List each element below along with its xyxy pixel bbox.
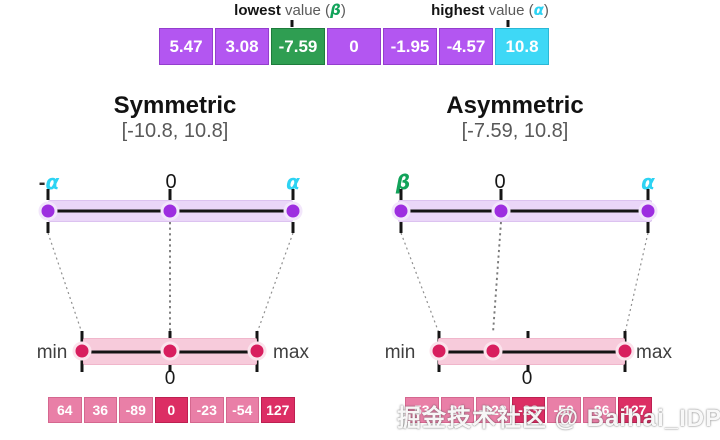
dotted-mapping-line [624, 232, 649, 334]
min-label: min [36, 342, 68, 363]
asymmetric-range: [-7.59, 10.8] [461, 120, 569, 142]
dotted-mapping-line [47, 232, 83, 334]
beta-label: β [396, 172, 410, 193]
dotted-mapping-line [400, 232, 440, 334]
quant-cell: -23 [190, 397, 224, 423]
alpha-symbol: α [45, 170, 60, 194]
quant-zero-dot [160, 341, 180, 361]
quant-point-dot [429, 341, 449, 361]
max-label: max [636, 342, 672, 363]
input-cell: 3.08 [215, 28, 269, 65]
highest-value-label: highest value (α) [431, 1, 549, 19]
quant-zero-label: 0 [521, 368, 533, 389]
quant-zeropoint-dot [483, 341, 503, 361]
asymmetric-quant-row: 53 20 -128 -23 -50 -86 127 [405, 397, 652, 423]
zero-axis-label: 0 [494, 171, 506, 193]
float-zero-dot [160, 201, 180, 221]
lowest-pointer-tick [290, 20, 294, 27]
quant-cell: -86 [582, 397, 616, 423]
dotted-mapping-line [492, 221, 502, 334]
quant-point-dot [615, 341, 635, 361]
number-line [399, 209, 651, 213]
alpha-symbol: α [286, 170, 300, 194]
beta-symbol: β [395, 170, 411, 194]
zero-axis-label: 0 [165, 171, 177, 193]
lowest-label-bold: lowest [234, 2, 281, 19]
symmetric-title: Symmetric [113, 92, 237, 119]
highest-pointer-tick [506, 20, 510, 27]
quant-cell: -50 [547, 397, 581, 423]
quant-cell: 36 [83, 397, 117, 423]
axis-tick [168, 189, 172, 200]
float-point-dot [38, 201, 58, 221]
axis-tick [499, 189, 503, 200]
min-label: min [384, 342, 416, 363]
beta-symbol: β [330, 1, 341, 19]
quant-zero-label: 0 [164, 368, 176, 389]
quant-point-dot [72, 341, 92, 361]
lowest-label-mid: value ( [280, 2, 331, 19]
alpha-symbol: α [533, 1, 544, 19]
axis-tick [46, 222, 50, 233]
quant-cell-zero: 0 [154, 397, 188, 423]
alpha-label: α [641, 172, 655, 193]
quant-cell: -128 [476, 397, 510, 423]
neg-alpha-label: -α [39, 172, 59, 193]
highest-label-bold: highest [431, 2, 485, 19]
axis-tick [399, 222, 403, 233]
axis-tick [291, 189, 295, 200]
number-line [439, 350, 624, 353]
lowest-label-close: ) [340, 2, 346, 19]
quant-cell: 53 [405, 397, 439, 423]
quant-point-dot [247, 341, 267, 361]
lowest-value-label: lowest value (β) [234, 1, 346, 19]
float-point-dot [391, 201, 411, 221]
asymmetric-title: Asymmetric [446, 92, 584, 119]
quant-cell-max: 127 [618, 397, 652, 423]
max-label: max [273, 342, 309, 363]
input-cell: 5.47 [159, 28, 213, 65]
quant-cell: -89 [119, 397, 153, 423]
axis-tick [646, 189, 650, 200]
highest-label-mid: value ( [484, 2, 534, 19]
quant-cell-max: 127 [261, 397, 295, 423]
dotted-mapping-line [256, 232, 294, 334]
quant-cell: -54 [225, 397, 259, 423]
quant-range-band [438, 338, 625, 365]
watermark: 掘金技术社区 @ Baihai_IDP [397, 405, 720, 432]
alpha-symbol: α [641, 170, 655, 194]
input-cell: -4.57 [439, 28, 493, 65]
symmetric-quant-row: 64 36 -89 0 -23 -54 127 [48, 397, 295, 423]
axis-tick [291, 222, 295, 233]
axis-tick [46, 189, 50, 200]
axis-tick [646, 222, 650, 233]
axis-tick [399, 189, 403, 200]
input-cell: -1.95 [383, 28, 437, 65]
symmetric-range: [-10.8, 10.8] [121, 120, 229, 142]
input-cell: 0 [327, 28, 381, 65]
quant-cell-zeropoint: -23 [511, 397, 545, 423]
minus-sign: - [38, 172, 46, 194]
quant-cell: 64 [48, 397, 82, 423]
float-point-dot [283, 201, 303, 221]
float-range-band [398, 200, 652, 222]
highest-label-close: ) [543, 2, 549, 19]
float-zero-dot [491, 201, 511, 221]
float-point-dot [638, 201, 658, 221]
input-cell-lowest: -7.59 [271, 28, 325, 65]
input-row: 5.47 3.08 -7.59 0 -1.95 -4.57 10.8 [159, 28, 549, 65]
quant-cell: 20 [440, 397, 474, 423]
alpha-label: α [286, 172, 300, 193]
input-cell-highest: 10.8 [495, 28, 549, 65]
